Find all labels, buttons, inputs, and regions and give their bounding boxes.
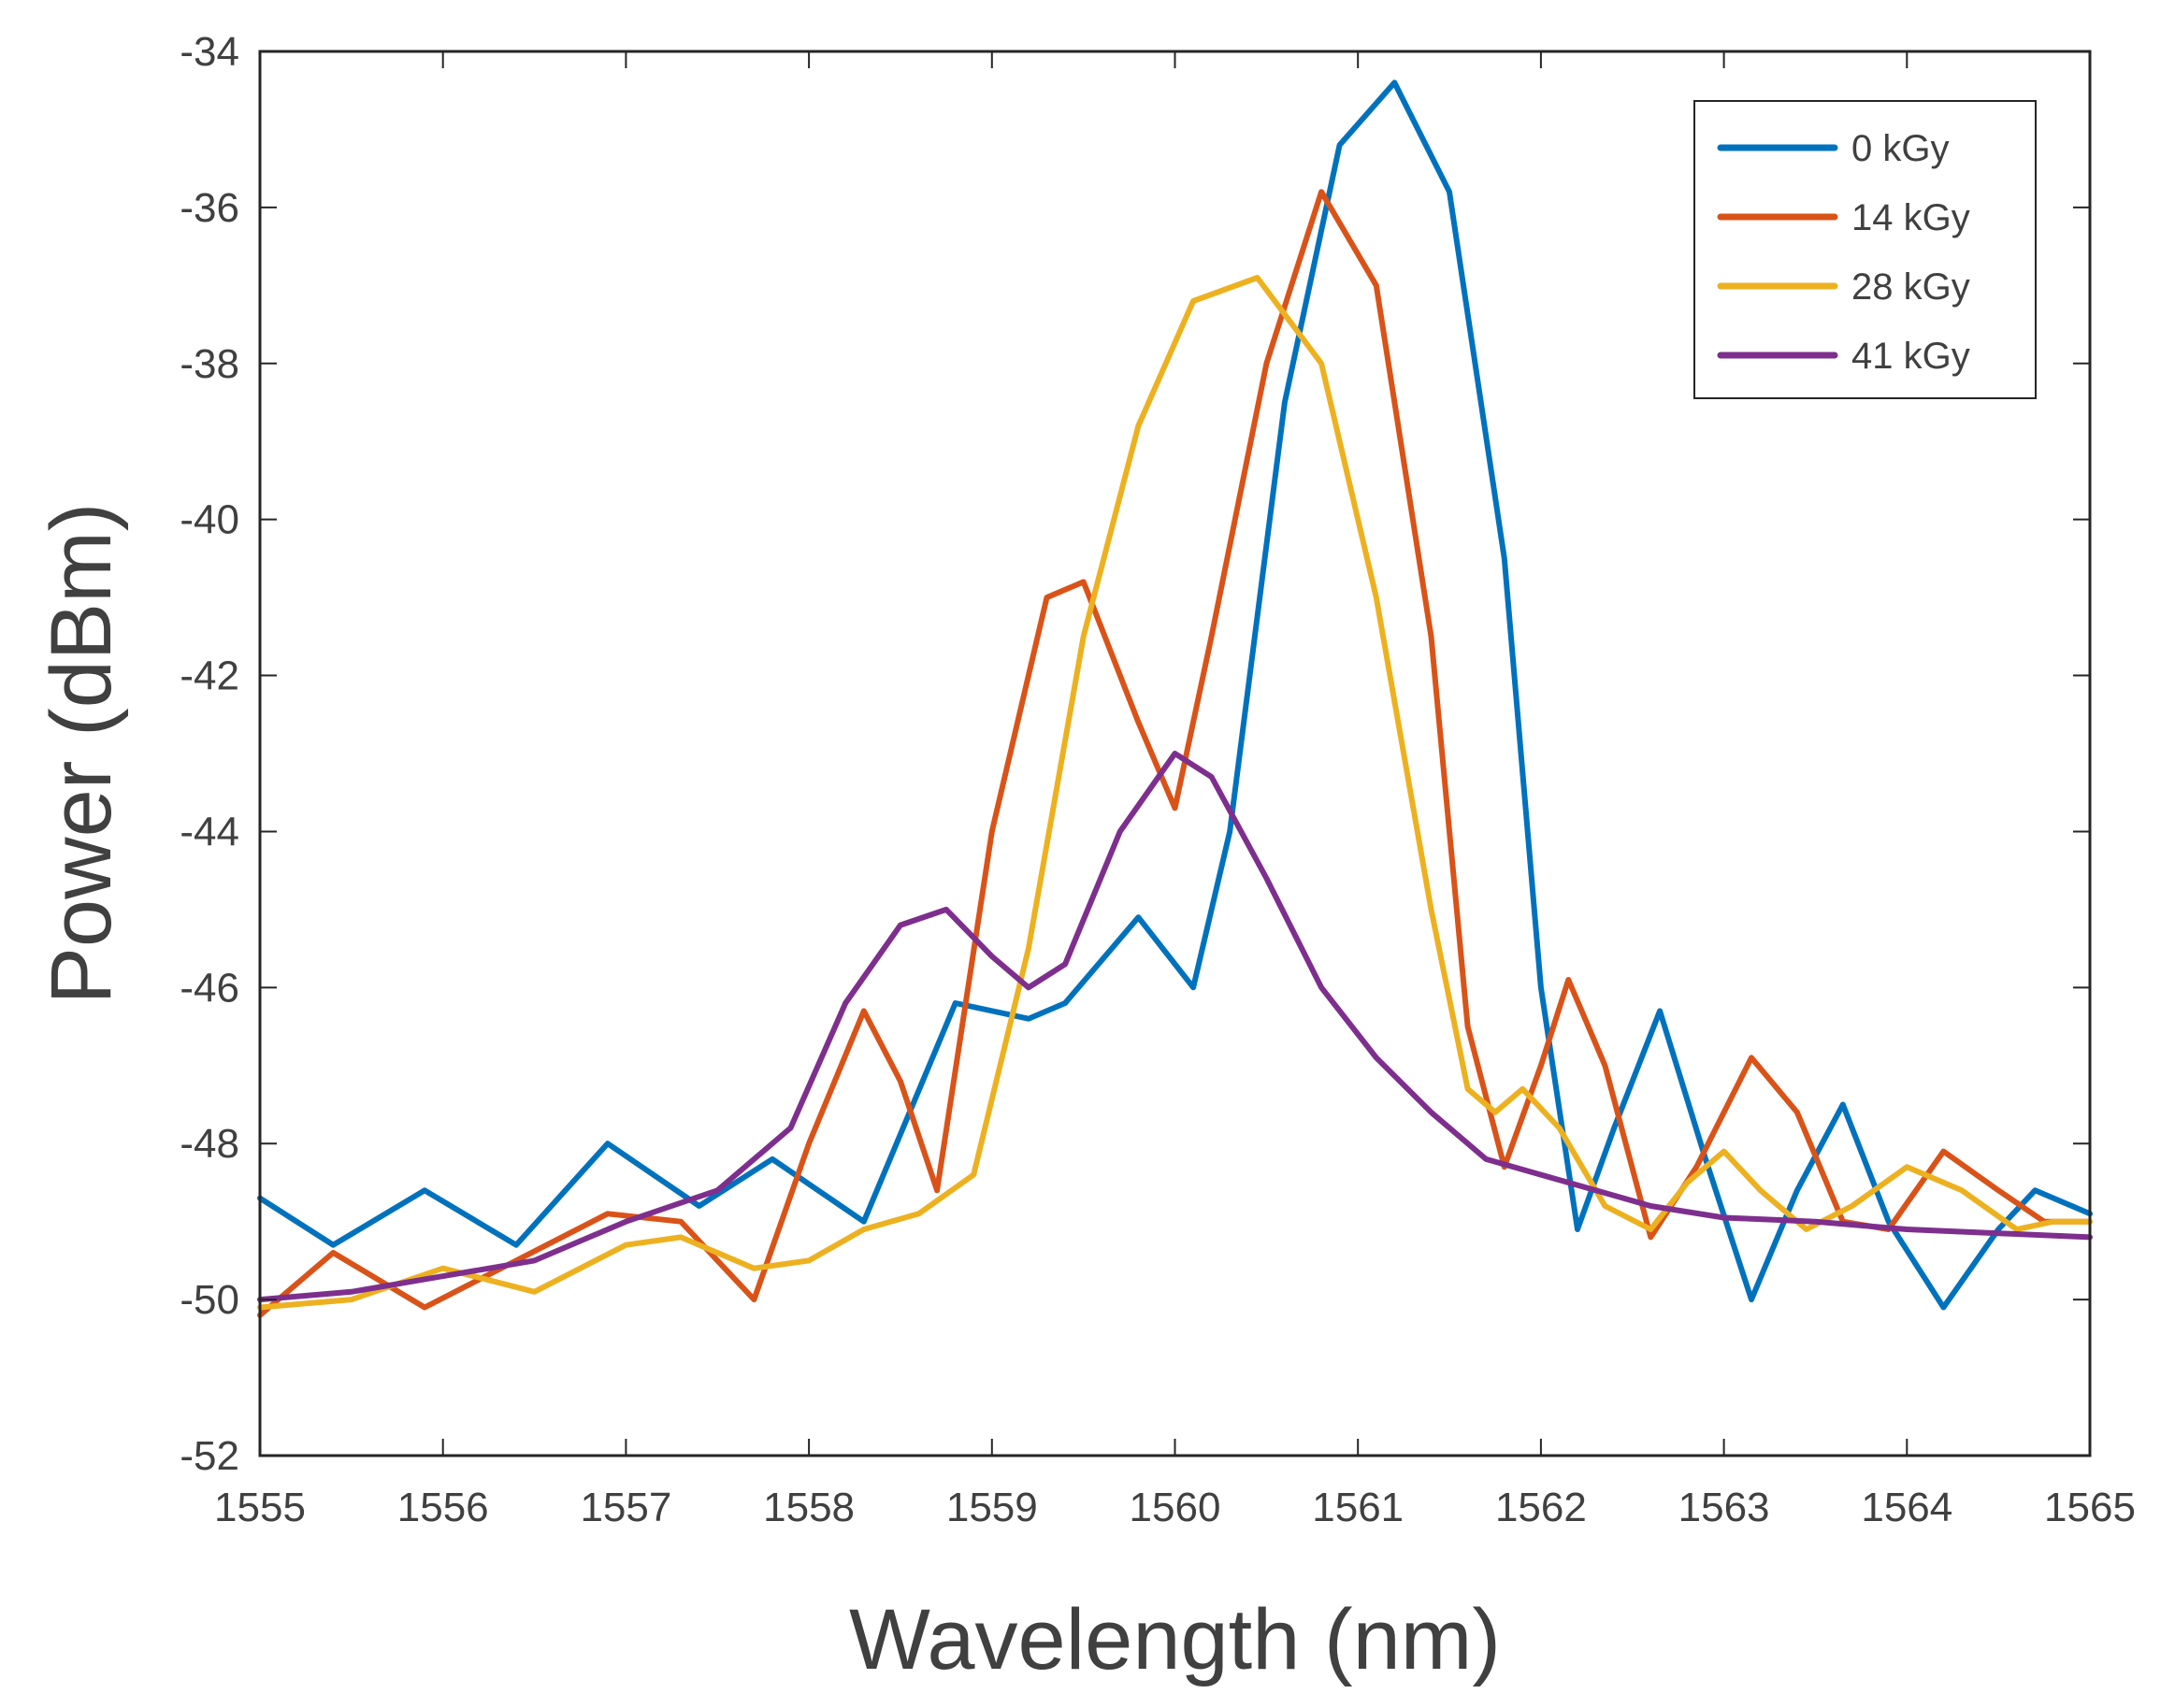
- x-tick-label: 1555: [214, 1485, 306, 1530]
- x-tick-label: 1564: [1861, 1485, 1952, 1530]
- series-line-1: [257, 189, 2093, 1318]
- y-tick-label: -42: [180, 653, 239, 699]
- series-line-0: [257, 79, 2093, 1311]
- legend-label-3: 41 kGy: [1851, 336, 1970, 377]
- x-tick-label: 1562: [1495, 1485, 1587, 1530]
- y-tick-label: -36: [180, 185, 239, 231]
- series-line-3: [257, 751, 2093, 1303]
- legend-label-1: 14 kGy: [1851, 197, 1970, 238]
- x-tick-label: 1563: [1678, 1485, 1770, 1530]
- legend: 0 kGy 14 kGy 28 kGy 41 kGy: [1693, 100, 2037, 399]
- y-tick-label: -52: [180, 1433, 239, 1479]
- x-tick-label: 1556: [397, 1485, 489, 1530]
- y-tick-label: -50: [180, 1277, 239, 1323]
- y-tick-label: -38: [180, 341, 239, 387]
- x-tick-label: 1565: [2044, 1485, 2136, 1530]
- x-tick-label: 1558: [763, 1485, 855, 1530]
- x-tick-label: 1561: [1312, 1485, 1404, 1530]
- x-tick-label: 1557: [580, 1485, 671, 1530]
- y-tick-label: -34: [180, 29, 239, 75]
- y-tick-label: -48: [180, 1121, 239, 1167]
- y-axis-title: Power (dBm): [34, 503, 129, 1005]
- y-tick-label: -40: [180, 497, 239, 543]
- x-axis-title: Wavelength (nm): [849, 1592, 1501, 1687]
- legend-label-2: 28 kGy: [1851, 266, 1970, 308]
- x-tick-label: 1559: [946, 1485, 1038, 1530]
- y-tick-label: -46: [180, 965, 239, 1011]
- tick-layer: 1555 1556 1557 1558 1559 1560 1561 1562 1563 1564…: [180, 29, 2136, 1530]
- x-tick-label: 1560: [1130, 1485, 1221, 1530]
- series-layer: [257, 79, 2093, 1318]
- y-tick-label: -44: [180, 809, 239, 854]
- legend-label-0: 0 kGy: [1851, 128, 1949, 169]
